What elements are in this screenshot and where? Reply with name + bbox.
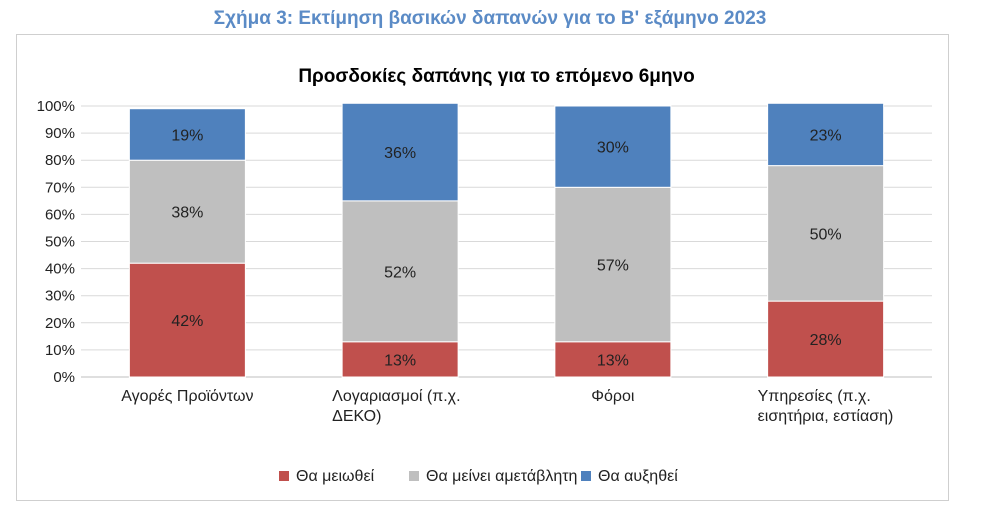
bar-segment xyxy=(554,105,672,188)
bar-segment xyxy=(128,108,246,161)
bar-segment xyxy=(341,102,459,202)
data-label: 13% xyxy=(597,352,629,369)
data-label: 50% xyxy=(810,226,842,243)
y-tick-label: 100% xyxy=(37,98,75,115)
category-label: Υπηρεσίες (π.χ. xyxy=(758,388,871,405)
y-tick-label: 70% xyxy=(45,179,75,196)
category-label: Λογαριασμοί (π.χ. xyxy=(332,388,460,405)
bar-segment xyxy=(341,200,459,343)
chart-area: Προσδοκίες δαπάνης για το επόμενο 6μηνο 0… xyxy=(16,34,949,501)
y-tick-label: 10% xyxy=(45,342,75,359)
y-tick-label: 80% xyxy=(45,152,75,169)
y-tick-label: 20% xyxy=(45,315,75,332)
bar-segment xyxy=(767,300,885,378)
y-tick-label: 30% xyxy=(45,288,75,305)
bar-segment xyxy=(554,186,672,343)
category-label: Φόροι xyxy=(591,388,635,405)
bar-segment xyxy=(767,102,885,167)
data-label: 57% xyxy=(597,258,629,275)
bar-segment xyxy=(128,159,246,264)
data-label: 36% xyxy=(384,145,416,162)
figure-title: Σχήμα 3: Εκτίμηση βασικών δαπανών για το… xyxy=(213,8,767,29)
bar-segment xyxy=(341,341,459,378)
legend-swatch xyxy=(581,471,591,481)
legend-label: Θα αυξηθεί xyxy=(598,468,678,485)
category-label: εισητήρια, εστίαση) xyxy=(758,408,894,425)
bar-segment xyxy=(128,262,246,378)
legend-label: Θα μείνει αμετάβλητη xyxy=(426,468,577,485)
bar-segment xyxy=(767,165,885,302)
data-label: 23% xyxy=(810,127,842,144)
category-label: Αγορές Προϊόντων xyxy=(121,388,253,405)
chart: Προσδοκίες δαπάνης για το επόμενο 6μηνο 0… xyxy=(37,66,932,485)
data-label: 19% xyxy=(171,127,203,144)
legend-label: Θα μειωθεί xyxy=(296,468,375,485)
y-tick-label: 50% xyxy=(45,234,75,251)
data-label: 52% xyxy=(384,264,416,281)
data-label: 28% xyxy=(810,332,842,349)
chart-title: Προσδοκίες δαπάνης για το επόμενο 6μηνο xyxy=(298,66,694,87)
legend-swatch xyxy=(409,471,419,481)
category-label: ΔΕΚΟ) xyxy=(332,408,381,425)
data-label: 42% xyxy=(171,313,203,330)
y-tick-label: 90% xyxy=(45,125,75,142)
data-label: 38% xyxy=(171,205,203,222)
data-label: 13% xyxy=(384,352,416,369)
legend-swatch xyxy=(279,471,289,481)
data-label: 30% xyxy=(597,140,629,157)
y-tick-label: 60% xyxy=(45,206,75,223)
y-tick-label: 0% xyxy=(53,369,75,386)
y-tick-label: 40% xyxy=(45,261,75,278)
